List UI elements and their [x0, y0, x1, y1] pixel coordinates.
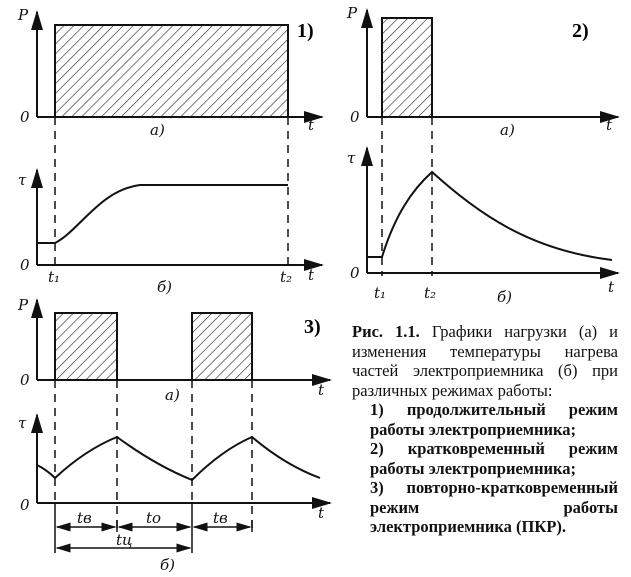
panel-1-load-block	[54, 24, 289, 118]
panel-number-2: 2)	[572, 20, 589, 42]
panel-1-dashed-lines	[54, 117, 289, 268]
subplot-b-label: б)	[160, 556, 175, 574]
t2-label: t₂	[424, 284, 436, 302]
to-label: tо	[146, 509, 161, 527]
panel-3-dimension-lines	[54, 503, 253, 553]
caption-text: Графики нагрузки (а) и изменения темпера…	[352, 322, 618, 400]
subplot-a-label: а)	[165, 386, 180, 404]
zero-label: 0	[20, 496, 30, 514]
subplot-a-label: а)	[500, 121, 515, 139]
caption-item-3: 3) повторно-кратковременный режим работы…	[370, 478, 618, 536]
zero-label: 0	[350, 108, 360, 126]
subplot-a-label: а)	[150, 121, 165, 139]
tc-label: tц	[116, 531, 133, 549]
tau-axis-label: τ	[18, 414, 27, 432]
p-axis-label-2: P	[346, 4, 358, 22]
t-axis-label: t	[308, 116, 315, 134]
p-axis-label-3: P	[17, 296, 29, 314]
subplot-b-label: б)	[157, 278, 172, 296]
zero-label: 0	[20, 371, 30, 389]
subplot-b-label: б)	[497, 288, 512, 306]
p-axis-label-1: P	[17, 6, 29, 24]
zero-label: 0	[20, 108, 30, 126]
panel-1-temp-curve	[37, 184, 288, 244]
panel-3-load-block-1	[54, 312, 118, 381]
zero-label: 0	[20, 256, 30, 274]
t-axis-label: t	[608, 278, 615, 296]
panel-2-dashed-lines	[381, 117, 433, 276]
panel-number-1: 1)	[297, 20, 314, 42]
tau-axis-label: τ	[347, 149, 356, 167]
tv-label: tв	[77, 509, 92, 527]
panel-3-temp-curve	[36, 435, 321, 482]
caption-item-2: 2) кратковременный режим работы электроп…	[370, 439, 618, 478]
panel-3-load-block-2	[191, 312, 253, 381]
panel-2-temp-curve	[367, 170, 613, 261]
t-axis-label: t	[308, 266, 315, 284]
caption-prefix: Рис. 1.1.	[352, 322, 420, 341]
panel-number-3: 3)	[304, 316, 321, 338]
t-axis-label: t	[318, 504, 325, 522]
figure-caption: Рис. 1.1. Графики нагрузки (а) и изменен…	[352, 322, 618, 537]
t-axis-label: t	[606, 116, 613, 134]
t1-label: t₁	[48, 268, 60, 286]
caption-item-1: 1) продолжительный режим работы электроп…	[370, 400, 618, 439]
t1-label: t₁	[374, 284, 386, 302]
t-axis-label: t	[318, 381, 325, 399]
panel-3-temp-axes	[31, 413, 332, 509]
zero-label: 0	[350, 264, 360, 282]
panel-2-temp-axes	[361, 146, 620, 279]
panel-1-temp-axes	[31, 168, 324, 271]
panel-3-dashed-lines	[54, 380, 253, 530]
panel-2-load-block	[381, 17, 433, 118]
t2-label: t₂	[280, 268, 292, 286]
tau-axis-label: τ	[18, 171, 27, 189]
tv-label: tв	[213, 509, 228, 527]
